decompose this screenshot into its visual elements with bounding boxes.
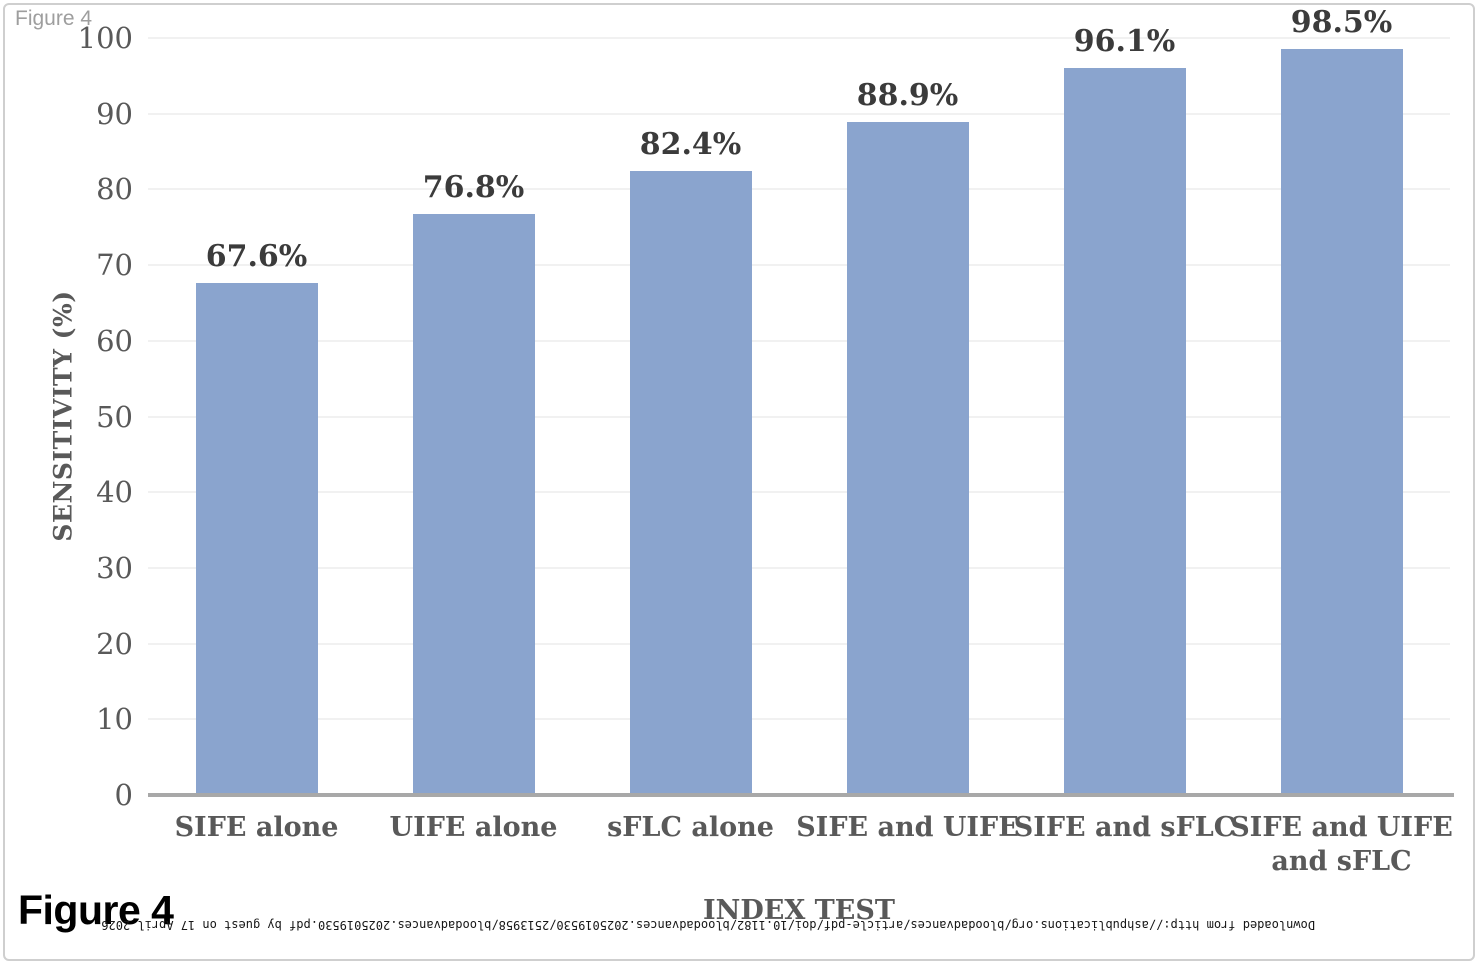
gridline: [148, 566, 1450, 569]
figure-page: Figure 4 SENSITIVITY (%) INDEX TEST 0 10 2…: [3, 3, 1475, 961]
x-axis-title: INDEX TEST: [703, 895, 895, 926]
y-tick-label: 30: [96, 550, 133, 585]
x-category-label: SIFE and UIFE: [796, 812, 1019, 843]
bar-value-label: 67.6%: [205, 239, 308, 275]
x-category-label: SIFE alone: [174, 812, 339, 843]
y-tick-label: 80: [96, 172, 133, 207]
y-tick-label: 100: [77, 21, 133, 55]
bar-value-label: 88.9%: [856, 78, 959, 114]
plot-area: SENSITIVITY (%) INDEX TEST 0 10 20 30 40 50 60…: [5, 5, 1473, 959]
gridline: [148, 718, 1450, 721]
y-tick-label: 60: [96, 323, 133, 358]
gridline: [148, 642, 1450, 645]
download-watermark: Downloaded from http://ashpublications.o…: [101, 918, 1315, 932]
bar-value-label: 98.5%: [1290, 5, 1393, 41]
x-category-label: sFLC alone: [607, 812, 774, 843]
x-category-label: SIFE and sFLC: [1013, 812, 1236, 843]
gridline: [148, 339, 1450, 342]
bar: [1063, 67, 1186, 795]
figure-caption-label: Figure 4: [18, 887, 174, 933]
x-category-label: SIFE and UIFE and sFLC: [1230, 812, 1453, 877]
bar: [195, 283, 318, 795]
gridline: [148, 112, 1450, 115]
y-tick-label: 10: [96, 702, 133, 737]
bar: [1280, 49, 1403, 795]
y-tick-label: 50: [96, 399, 133, 434]
y-tick-label: 90: [96, 96, 133, 131]
x-category-label: UIFE alone: [389, 812, 558, 843]
y-tick-label: 20: [96, 626, 133, 661]
gridline: [148, 415, 1450, 418]
bar: [629, 171, 752, 795]
gridline: [148, 188, 1450, 191]
x-axis-line: [148, 793, 1454, 797]
gridline: [148, 264, 1450, 267]
bar-value-label: 82.4%: [639, 127, 742, 163]
figure-header-label: Figure 4: [15, 7, 93, 30]
y-tick-label: 70: [96, 248, 133, 283]
y-tick-label: 40: [96, 475, 133, 510]
bar-value-label: 96.1%: [1073, 23, 1176, 59]
y-tick-label: 0: [114, 778, 133, 812]
bar-value-label: 76.8%: [422, 169, 525, 205]
bar: [846, 122, 969, 795]
gridline: [148, 37, 1450, 39]
gridline: [148, 491, 1450, 494]
bar: [412, 213, 535, 795]
